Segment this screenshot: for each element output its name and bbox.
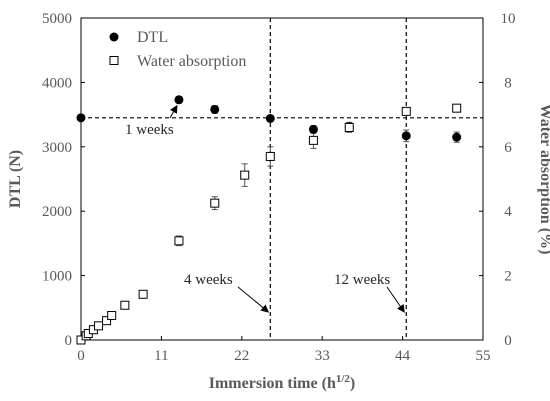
- water-absorption-point: [94, 321, 104, 331]
- data-marks: [76, 95, 462, 345]
- y2-tick-label: 4: [504, 204, 512, 220]
- water-absorption-point: [210, 198, 220, 208]
- water-absorption-point: [240, 170, 250, 180]
- x-tick-label: 55: [476, 348, 491, 364]
- water-absorption-point: [265, 151, 275, 161]
- y-tick-label: 0: [65, 333, 73, 349]
- annotation-arrow: [169, 104, 178, 119]
- y2-tick-label: 0: [504, 333, 512, 349]
- dtl-point: [452, 132, 462, 142]
- water-absorption-point: [344, 122, 354, 132]
- legend-marker-water: [109, 56, 119, 65]
- dtl-point: [210, 104, 220, 114]
- y2-axis-title: Water absorption (%): [537, 104, 550, 255]
- y-axis-title: DTL (N): [7, 150, 24, 208]
- water-absorption-point: [452, 103, 462, 113]
- x-tick-label: 0: [77, 348, 85, 364]
- dtl-point: [76, 113, 86, 123]
- annotation-arrow: [386, 286, 405, 313]
- x-axis-title: Immersion time (h1/2): [209, 373, 355, 392]
- y-tick-label: 5000: [42, 11, 72, 27]
- water-absorption-point: [120, 300, 130, 310]
- x-tick-label: 44: [395, 348, 411, 364]
- y-tick-label: 3000: [42, 140, 72, 156]
- annotations: [169, 104, 405, 313]
- error-bars: [175, 96, 460, 247]
- annotation-arrow: [237, 286, 270, 313]
- legend-label-water: Water absorption: [137, 53, 246, 70]
- y-tick-label: 1000: [42, 269, 72, 285]
- water-absorption-point: [174, 236, 184, 246]
- dtl-point: [401, 131, 411, 141]
- water-absorption-point: [107, 311, 117, 321]
- water-absorption-point: [102, 316, 112, 326]
- legend: DTL Water absorption: [109, 29, 246, 70]
- y2-tick-label: 6: [504, 140, 512, 156]
- x-tick-label: 11: [154, 348, 168, 364]
- x-tick-label: 33: [315, 348, 330, 364]
- dtl-point: [308, 124, 318, 134]
- annotation-12-weeks: 12 weeks: [334, 272, 390, 288]
- reference-lines: [81, 18, 483, 340]
- dtl-point: [265, 113, 275, 123]
- y2-tick-label: 8: [504, 75, 512, 91]
- water-absorption-point: [138, 289, 148, 299]
- y2-tick-label: 10: [501, 11, 516, 27]
- y2-tick-label: 2: [504, 269, 512, 285]
- x-tick-label: 22: [234, 348, 249, 364]
- y-tick-label: 4000: [42, 75, 72, 91]
- legend-marker-dtl: [109, 32, 119, 42]
- annotation-4-weeks: 4 weeks: [184, 272, 233, 288]
- dtl-point: [174, 95, 184, 105]
- water-absorption-point: [401, 106, 411, 116]
- axis-ticks: 0 11 22 33 44 55 0 1000 2000 3000 4000 5000 0 2 4 6 8 10: [42, 11, 516, 364]
- y-tick-label: 2000: [42, 204, 72, 220]
- legend-label-dtl: DTL: [137, 29, 168, 46]
- plot-frame: [80, 17, 484, 341]
- water-absorption-point: [308, 135, 318, 145]
- annotation-1-weeks: 1 weeks: [125, 122, 174, 138]
